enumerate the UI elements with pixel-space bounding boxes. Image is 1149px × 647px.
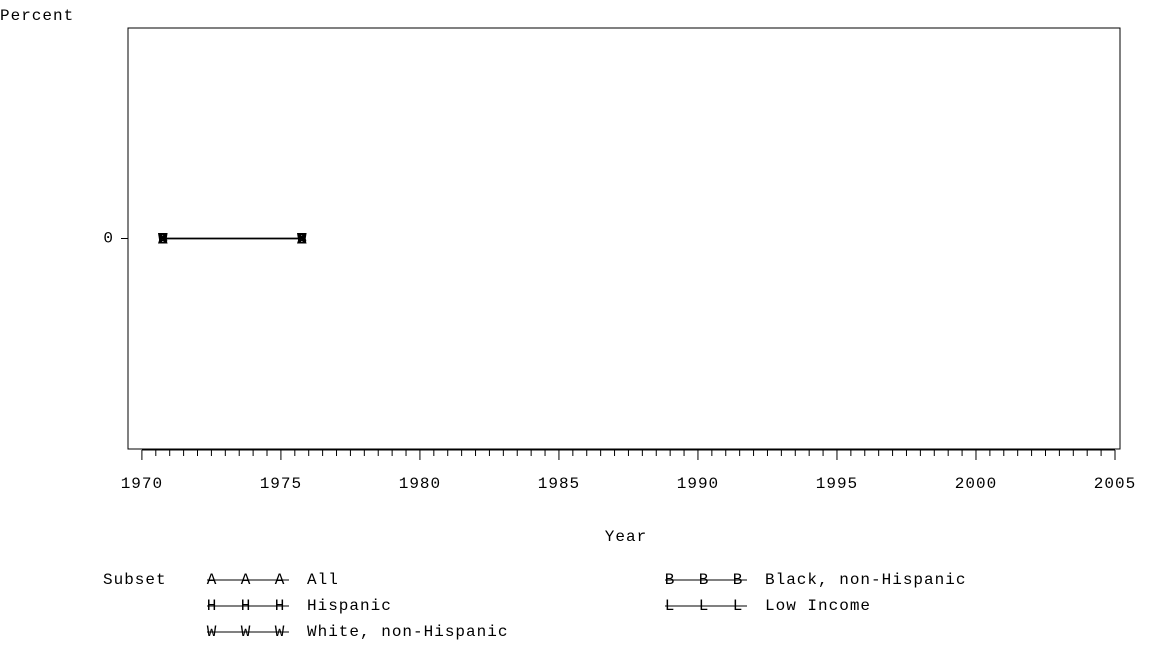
legend-symbol: H xyxy=(275,597,286,615)
legend-symbol: B xyxy=(733,571,744,589)
x-tick-label: 1970 xyxy=(121,475,163,493)
point-marker: W xyxy=(297,231,307,249)
x-tick-label: 1985 xyxy=(538,475,580,493)
legend-label: Black, non-Hispanic xyxy=(765,571,966,589)
legend-symbol: H xyxy=(241,597,252,615)
x-tick-label: 2005 xyxy=(1094,475,1136,493)
point-marker: A xyxy=(158,231,168,249)
x-tick-label: 1980 xyxy=(399,475,441,493)
legend-label: Hispanic xyxy=(307,597,392,615)
point-marker: B xyxy=(158,231,168,249)
legend-symbol: L xyxy=(665,597,676,615)
legend-symbol: H xyxy=(207,597,218,615)
x-tick-label: 1995 xyxy=(816,475,858,493)
x-tick-label: 2000 xyxy=(955,475,997,493)
x-axis-label: Year xyxy=(605,528,647,546)
legend-title: Subset xyxy=(103,571,167,589)
legend-symbol: A xyxy=(207,571,218,589)
legend-symbol: L xyxy=(733,597,744,615)
legend-symbol: A xyxy=(275,571,286,589)
legend-symbol: B xyxy=(699,571,710,589)
legend-symbol: W xyxy=(275,623,286,641)
y-axis-label: Percent xyxy=(0,7,74,25)
x-tick-label: 1990 xyxy=(677,475,719,493)
point-marker: H xyxy=(297,231,307,249)
legend-symbol: B xyxy=(665,571,676,589)
legend-symbol: L xyxy=(699,597,710,615)
x-tick-label: 1975 xyxy=(260,475,302,493)
point-marker: L xyxy=(297,231,307,249)
point-marker: L xyxy=(158,231,168,249)
legend-label: Low Income xyxy=(765,597,871,615)
point-marker: H xyxy=(158,231,168,249)
legend-symbol: W xyxy=(241,623,252,641)
y-tick-label: 0 xyxy=(103,230,114,248)
point-marker: A xyxy=(297,231,307,249)
point-marker: B xyxy=(297,231,307,249)
legend-symbol: W xyxy=(207,623,218,641)
legend-symbol: A xyxy=(241,571,252,589)
legend-label: White, non-Hispanic xyxy=(307,623,508,641)
legend-label: All xyxy=(307,571,339,589)
point-marker: W xyxy=(158,231,168,249)
